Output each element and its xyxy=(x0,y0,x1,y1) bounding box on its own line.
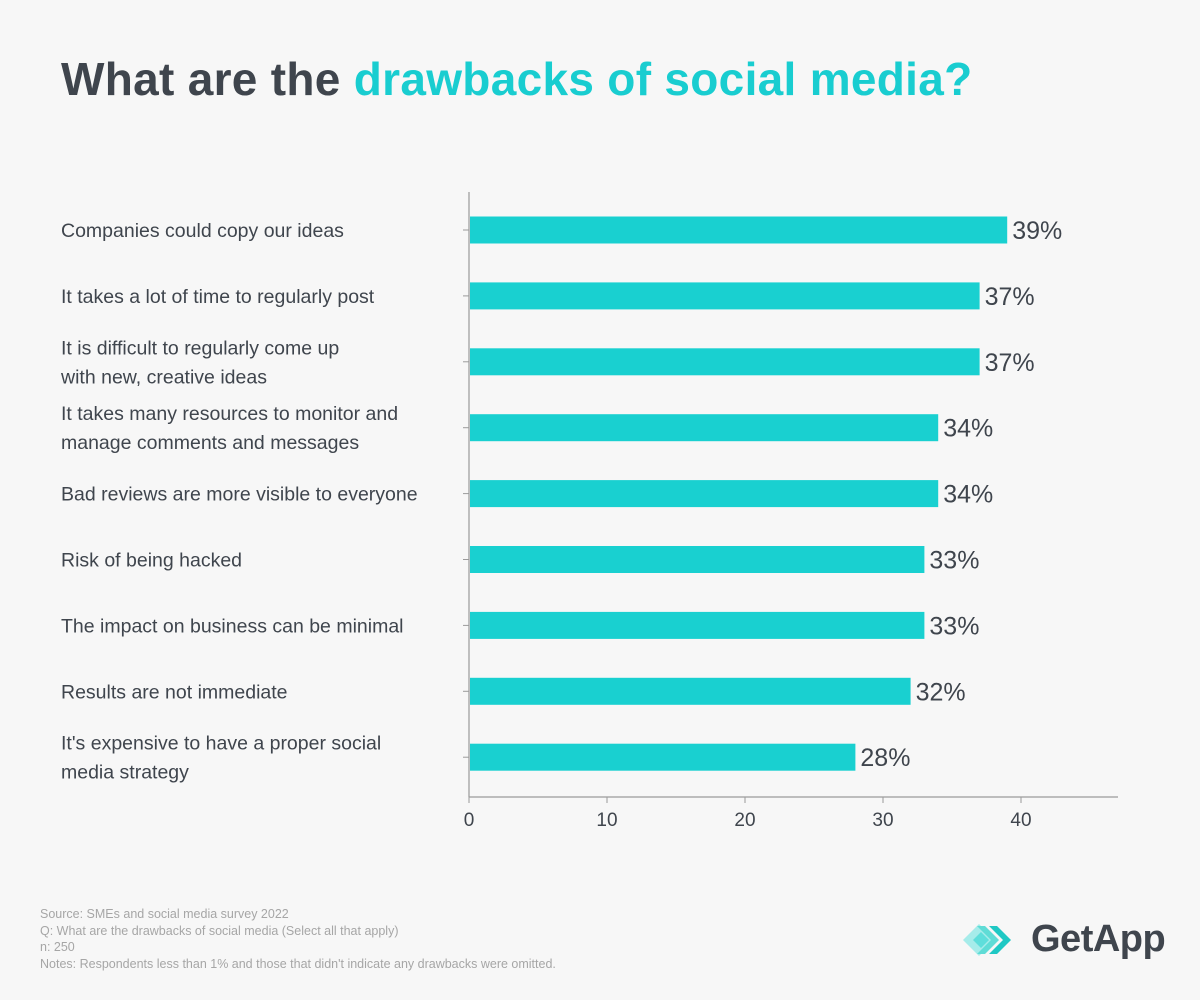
bar xyxy=(470,546,925,573)
data-label: 34% xyxy=(943,481,993,509)
bar xyxy=(470,611,925,639)
category-label: It takes many resources to monitor and ma… xyxy=(61,403,398,454)
category-label: Bad reviews are more visible to everyone xyxy=(61,484,418,506)
category-label: The impact on business can be minimal xyxy=(61,615,404,637)
category-label: Results are not immediate xyxy=(61,681,288,703)
bar xyxy=(470,414,939,442)
bar xyxy=(470,743,856,771)
getapp-chevrons-icon xyxy=(963,923,1011,956)
source-note: Source: SMEs and social media survey 202… xyxy=(40,907,289,921)
category-label: Risk of being hacked xyxy=(61,550,242,572)
category-label: It is difficult to regularly come up with… xyxy=(60,337,339,388)
bar xyxy=(470,282,980,310)
category-label: It's expensive to have a proper social me… xyxy=(61,733,381,784)
title-highlight: drawbacks of social media? xyxy=(353,53,973,105)
data-label: 39% xyxy=(1012,217,1062,245)
data-label: 33% xyxy=(929,612,979,640)
bar xyxy=(470,216,1008,244)
data-label: 33% xyxy=(929,547,979,575)
data-label: 37% xyxy=(985,349,1035,377)
data-label: 37% xyxy=(985,283,1035,311)
category-label: It takes a lot of time to regularly post xyxy=(61,286,375,308)
data-label: 34% xyxy=(943,415,993,443)
bar xyxy=(470,480,939,508)
chart-title: What are the drawbacks of social media? xyxy=(61,52,973,106)
title-prefix: What are the xyxy=(61,53,354,105)
chart-footer: Source: SMEs and social media survey 202… xyxy=(40,906,556,972)
data-label: 32% xyxy=(916,678,966,706)
bar xyxy=(470,348,980,376)
bar xyxy=(470,677,911,705)
question-note: Q: What are the drawbacks of social medi… xyxy=(40,923,399,938)
x-tick-label: 20 xyxy=(734,810,755,831)
notes: Notes: Respondents less than 1% and thos… xyxy=(40,956,556,971)
x-tick-label: 0 xyxy=(464,810,475,831)
sample-size-note: n: 250 xyxy=(40,940,75,954)
x-tick-label: 10 xyxy=(596,810,617,831)
x-tick-label: 40 xyxy=(1010,810,1031,831)
category-label: Companies could copy our ideas xyxy=(61,220,344,242)
logo-text: GetApp xyxy=(1031,918,1166,960)
data-label: 28% xyxy=(860,744,910,772)
x-tick-label: 30 xyxy=(872,810,893,831)
getapp-logo: GetApp xyxy=(963,918,1166,961)
